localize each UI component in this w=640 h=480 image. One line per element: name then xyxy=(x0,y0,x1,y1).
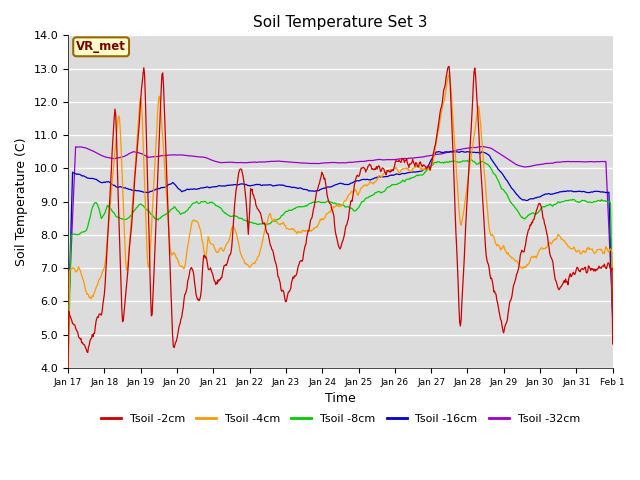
Text: VR_met: VR_met xyxy=(76,40,126,53)
Y-axis label: Soil Temperature (C): Soil Temperature (C) xyxy=(15,137,28,266)
X-axis label: Time: Time xyxy=(325,392,356,405)
Title: Soil Temperature Set 3: Soil Temperature Set 3 xyxy=(253,15,428,30)
Legend: Tsoil -2cm, Tsoil -4cm, Tsoil -8cm, Tsoil -16cm, Tsoil -32cm: Tsoil -2cm, Tsoil -4cm, Tsoil -8cm, Tsoi… xyxy=(97,410,584,429)
